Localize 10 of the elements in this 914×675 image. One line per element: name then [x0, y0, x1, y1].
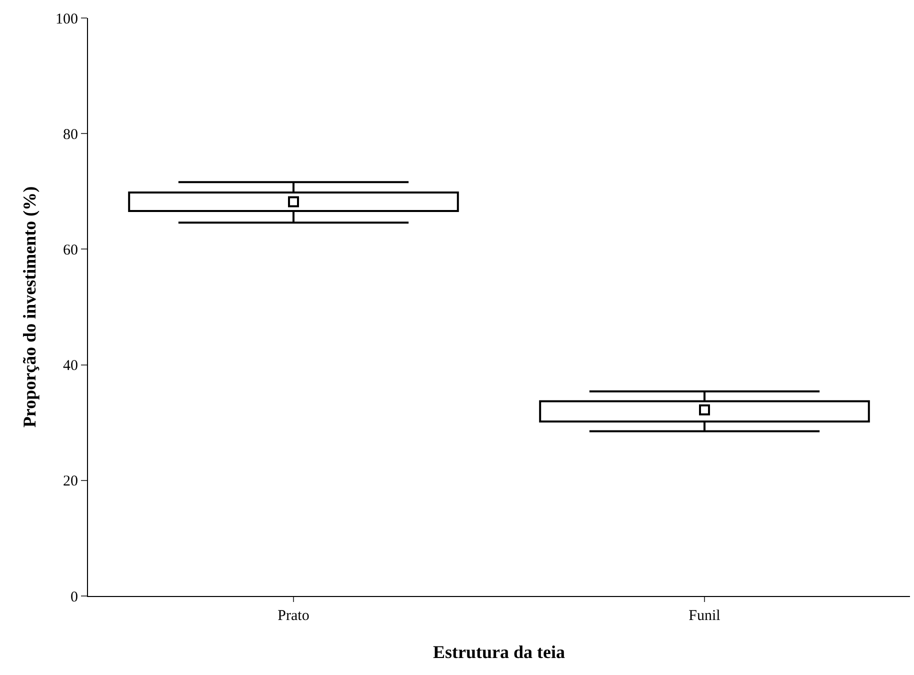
y-tick-label: 80	[63, 126, 78, 143]
x-tick-label: Prato	[278, 608, 310, 624]
y-tick-label: 20	[63, 474, 78, 490]
y-tick-label: 100	[56, 11, 78, 28]
y-tick-label: 60	[63, 242, 78, 258]
x-axis-title: Estrutura da teia	[433, 642, 565, 662]
y-tick-label: 0	[70, 589, 78, 606]
y-axis-title: Proporção do investimento (%)	[20, 186, 40, 428]
y-tick-label: 40	[63, 358, 78, 374]
x-tick-label: Funil	[688, 608, 720, 624]
